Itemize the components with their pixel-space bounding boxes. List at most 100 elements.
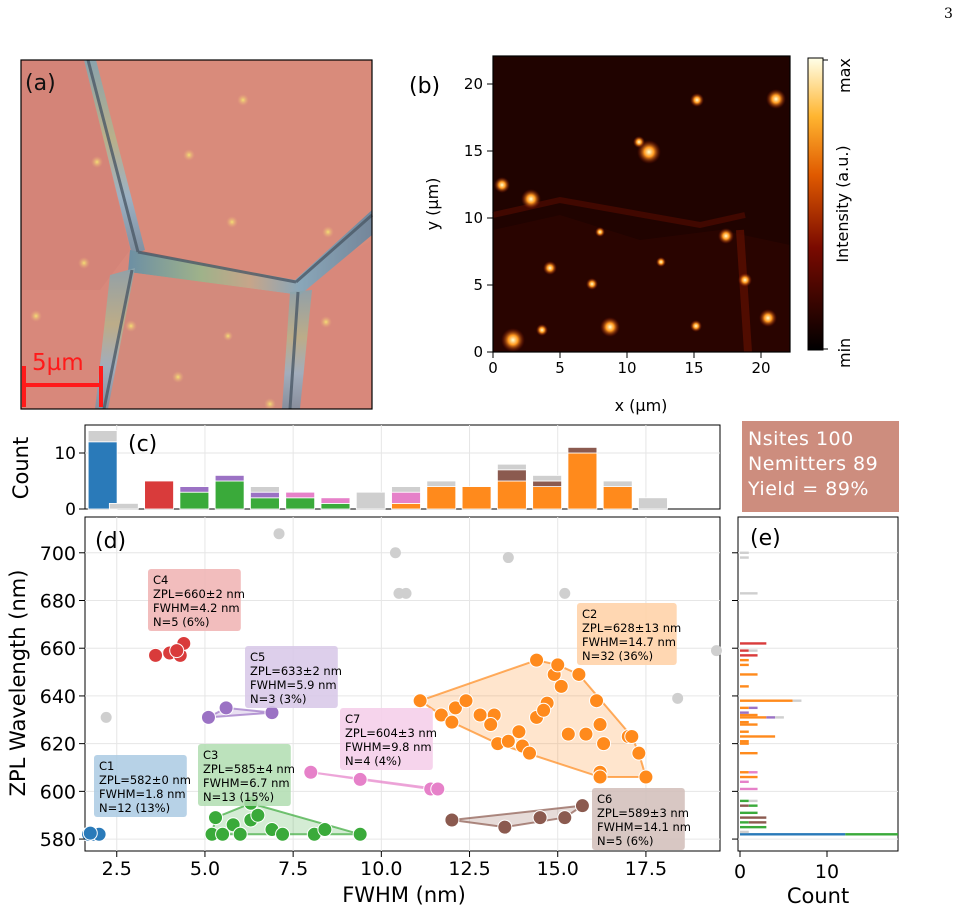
hbar-c2: [740, 706, 749, 710]
scalebar-label: 5µm: [32, 350, 84, 376]
point-c3: [215, 826, 231, 842]
hbar-c6: [740, 816, 767, 819]
point-c2: [624, 728, 640, 744]
hbar-c2: [740, 658, 749, 662]
cluster-info-line: FWHM=1.8 nm: [99, 787, 186, 801]
b-ytick: 10: [464, 209, 483, 227]
d-xtick-label: 5.0: [190, 858, 220, 880]
hist-bar-c3: [320, 502, 351, 510]
point-c2: [444, 714, 460, 730]
point-c2: [522, 745, 537, 761]
unassigned-point: [400, 587, 412, 599]
hbar-c5: [766, 716, 776, 719]
hbar-c3: [740, 825, 767, 829]
hbar-grey: [748, 799, 758, 803]
hbar-c6: [748, 821, 767, 824]
hbar-grey: [792, 699, 802, 702]
d-ytick-label: 600: [40, 781, 76, 803]
cluster-info-box: [148, 569, 241, 631]
hbar-c2: [740, 685, 749, 688]
hist-bar-c5: [179, 486, 210, 493]
unassigned-point: [502, 552, 514, 564]
b-ytick: 0: [473, 343, 483, 361]
b-xtick: 20: [751, 359, 770, 377]
cluster-info-line: C6: [597, 792, 612, 806]
b-ylabel: y (µm): [423, 178, 442, 231]
point-c2: [529, 652, 545, 668]
hist-bar-c2: [391, 502, 421, 510]
hbar-grey: [740, 830, 749, 834]
hbar-c2: [740, 673, 758, 676]
hist-bar-c3: [179, 491, 210, 510]
hbar-c7: [748, 771, 758, 774]
hbar-grey: [740, 556, 749, 559]
d-ytick-label: 660: [40, 638, 76, 660]
hist-bar-c6: [567, 446, 598, 454]
b-xlabel: x (µm): [615, 396, 668, 415]
hist-bar-c3: [250, 497, 280, 510]
hbar-c7: [740, 780, 749, 784]
unassigned-point: [273, 528, 285, 540]
b-xtick: 10: [617, 359, 636, 377]
e-xtick: 10: [815, 861, 839, 883]
hbar-grey: [740, 592, 758, 595]
hist-bar-grey: [532, 474, 563, 482]
point-c2: [589, 693, 605, 709]
point-c5: [200, 709, 216, 725]
hbar-c2: [740, 775, 758, 779]
d-xtick-label: 12.5: [448, 858, 490, 880]
cluster-info-line: FWHM=6.7 nm: [203, 776, 290, 790]
point-c2: [631, 745, 647, 761]
hbar-c2: [740, 716, 767, 719]
point-c7: [430, 781, 446, 797]
hbar-c4: [740, 649, 749, 652]
b-xtick: 5: [555, 359, 565, 377]
hbar-c3: [740, 811, 758, 815]
unassigned-point: [672, 692, 684, 704]
hist-bar-c1: [87, 441, 118, 510]
d-xtick-label: 17.5: [625, 858, 667, 880]
hbar-c7: [740, 787, 758, 791]
panel-d-label: (d): [95, 529, 126, 554]
colorbar-max: max: [835, 58, 854, 93]
hist-bar-c2: [426, 486, 457, 510]
hist-bar-c5: [214, 474, 245, 482]
point-c7: [352, 771, 368, 787]
hbar-grey: [775, 716, 784, 719]
page-number: 3: [944, 6, 953, 22]
hist-bar-c6: [532, 480, 563, 487]
hbar-c3: [748, 804, 758, 807]
hbar-c3: [740, 799, 749, 803]
stats-yield: Yield = 89%: [748, 478, 869, 500]
d-xtick-label: 10.0: [360, 858, 402, 880]
d-xtick-label: 7.5: [278, 858, 308, 880]
hist-bar-c3: [214, 480, 245, 510]
point-c6: [497, 819, 513, 835]
point-c6: [574, 798, 590, 814]
point-c2: [553, 678, 569, 694]
b-ytick: 15: [464, 142, 483, 160]
hbar-c2: [740, 699, 793, 702]
c-ytick: 10: [54, 444, 76, 464]
point-c2: [483, 717, 499, 733]
cluster-info-line: C4: [153, 573, 168, 587]
cluster-info-line: ZPL=585±4 nm: [203, 762, 295, 776]
point-c1: [82, 825, 98, 841]
cluster-info-line: N=13 (15%): [203, 790, 274, 804]
colorbar-min: min: [835, 338, 854, 368]
hist-bar-c2: [602, 486, 633, 510]
cluster-info-line: ZPL=628±13 nm: [582, 621, 681, 635]
cluster-info-line: N=12 (13%): [99, 801, 170, 815]
point-c2: [412, 693, 428, 709]
hbar-c2: [740, 723, 758, 726]
point-c7: [303, 764, 319, 780]
panel-a-micrograph: (a) 5µm: [20, 59, 373, 410]
d-ylabel: ZPL Wavelength (nm): [6, 570, 30, 797]
colorbar-label: Intensity (a.u.): [833, 145, 852, 262]
cluster-info-line: C1: [99, 759, 114, 773]
d-ytick-label: 640: [40, 686, 76, 708]
cluster-info-box: [577, 603, 677, 665]
hbar-c2: [740, 730, 749, 733]
hist-bar-grey: [496, 463, 527, 471]
